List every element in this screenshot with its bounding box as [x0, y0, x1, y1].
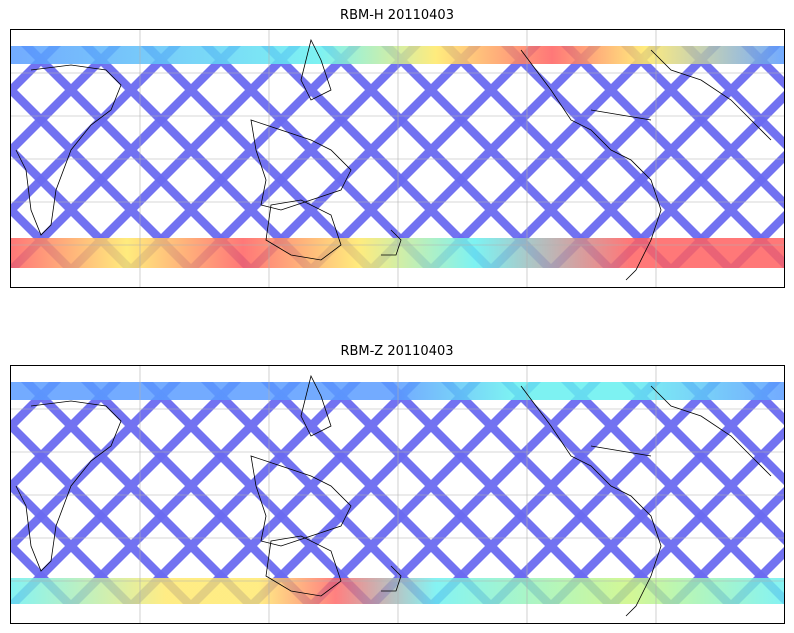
- top-band: [11, 382, 784, 400]
- top-band: [11, 46, 784, 64]
- coastlines: [15, 38, 772, 281]
- swath-lattice: [11, 382, 784, 604]
- graticule: [11, 30, 784, 287]
- coastlines: [15, 374, 772, 617]
- map-panel-rbm-h: [10, 29, 785, 288]
- swath-lattice: [11, 46, 784, 268]
- panel-title-rbm-h: RBM-H 20110403: [340, 8, 454, 23]
- bottom-band: [11, 578, 784, 604]
- bottom-band: [11, 238, 784, 268]
- panel-title-rbm-z: RBM-Z 20110403: [340, 344, 454, 359]
- graticule: [11, 366, 784, 623]
- map-panel-rbm-z: [10, 365, 785, 624]
